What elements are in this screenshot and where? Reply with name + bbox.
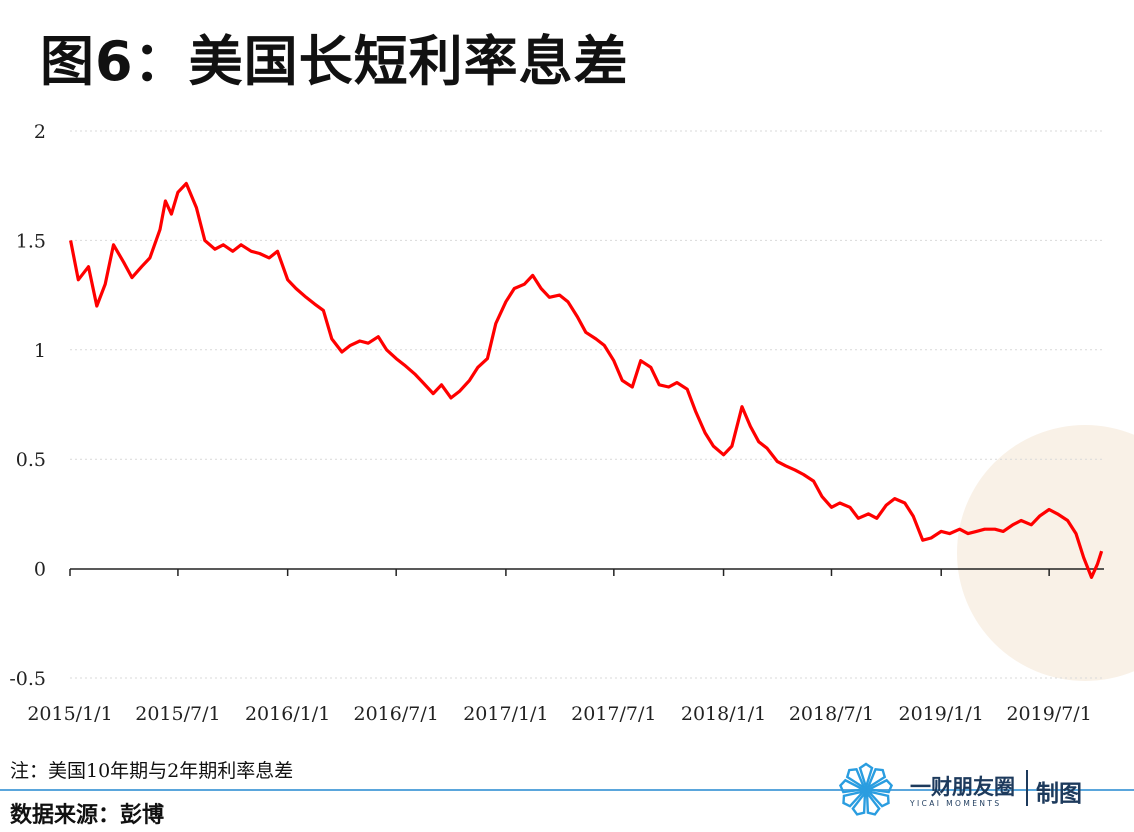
brand-subtitle: YICAI MOMENTS: [910, 799, 1002, 808]
x-axis-tick-labels: 2015/1/1 2015/7/1 2016/1/1 2016/7/1 2017/1/1…: [27, 703, 1091, 725]
chart-note: 注：美国10年期与2年期利率息差: [10, 760, 294, 782]
decorative-highlight-circle: [957, 425, 1134, 681]
x-tick-label: 2015/1/1: [27, 703, 112, 725]
gridlines: [70, 130, 1104, 679]
y-tick-label: -0.5: [9, 668, 46, 690]
x-tick-label: 2015/7/1: [135, 703, 220, 725]
chart-title: 图6：美国长短利率息差: [40, 30, 629, 93]
brand-block: 一财朋友圈 YICAI MOMENTS 制图: [836, 762, 1126, 822]
brand-made-by: 制图: [1036, 781, 1082, 807]
footer-divider: [0, 789, 1134, 791]
x-tick-label: 2018/1/1: [681, 703, 766, 725]
series-line: [69, 181, 1104, 579]
x-axis: [69, 568, 1104, 576]
y-tick-label: 0.5: [16, 449, 46, 471]
x-tick-label: 2016/1/1: [245, 703, 330, 725]
y-axis-tick-labels: 2 1.5 1 0.5 0 -0.5: [9, 121, 46, 690]
y-tick-label: 1.5: [16, 230, 46, 252]
data-source: 数据来源：彭博: [10, 803, 165, 828]
x-tick-label: 2018/7/1: [789, 703, 874, 725]
x-tick-label: 2019/1/1: [899, 703, 984, 725]
x-tick-label: 2016/7/1: [354, 703, 439, 725]
y-tick-label: 1: [34, 340, 46, 362]
line-chart: 21.510.50-0.5 2015/1/1 2015/7/1 2016/1/1 20…: [9, 121, 1134, 725]
x-tick-label: 2019/7/1: [1006, 703, 1091, 725]
y-tick-label: 0: [34, 559, 46, 581]
x-tick-label: 2017/1/1: [463, 703, 548, 725]
brand-separator: [1026, 770, 1028, 806]
y-tick-label: 2: [34, 121, 46, 143]
brand-name: 一财朋友圈: [910, 775, 1015, 799]
snowflake-logo-icon: [838, 762, 894, 818]
x-tick-label: 2017/7/1: [571, 703, 656, 725]
